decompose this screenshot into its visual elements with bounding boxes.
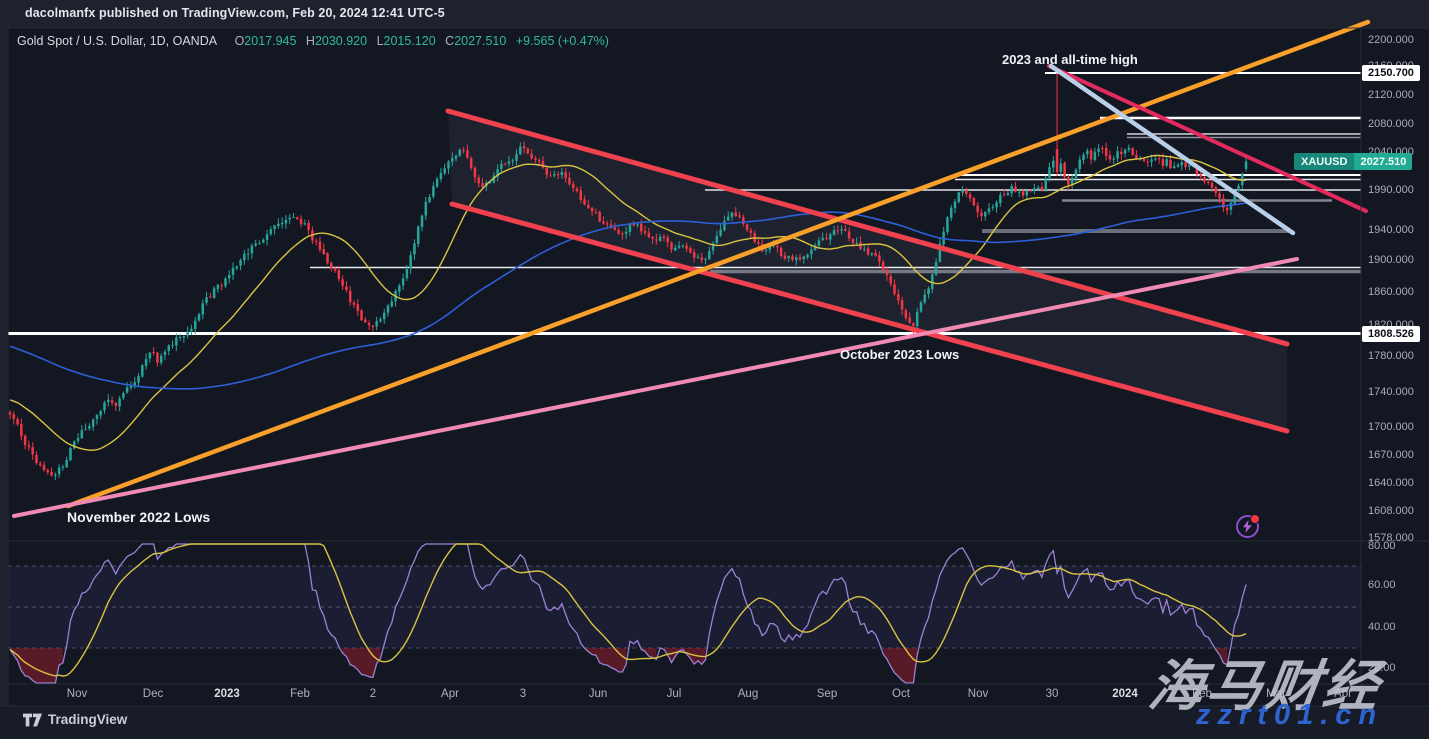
time-label: 2023 <box>214 688 240 700</box>
crimson-downtrend-line <box>1047 64 1368 213</box>
time-label: Oct <box>892 688 910 700</box>
price-tick: 1900.000 <box>1368 253 1414 266</box>
price-tick: 2200.000 <box>1368 33 1414 46</box>
price-tick: 1640.000 <box>1368 476 1414 489</box>
ma-slow-line <box>9 202 1247 390</box>
price-tick: 1860.000 <box>1368 285 1414 298</box>
time-label: Nov <box>967 688 989 700</box>
publish-text: dacolmanfx published on TradingView.com,… <box>25 6 445 20</box>
time-label: Jul <box>666 688 682 700</box>
notification-dot <box>1250 514 1260 524</box>
minor-uptrend-line <box>12 257 1299 518</box>
open-label: O <box>234 34 245 48</box>
time-label: Feb <box>1192 688 1212 700</box>
last-price-value: 2027.510 <box>1354 153 1413 170</box>
annotation-october-lows: October 2023 Lows <box>840 347 960 362</box>
symbol-ticker: XAUUSD <box>1294 153 1355 170</box>
price-tick: 2080.000 <box>1368 117 1414 130</box>
time-label: 30 <box>1045 688 1059 700</box>
time-label: Mar <box>1266 688 1286 700</box>
time-label: Aug <box>737 688 759 700</box>
low-label: L <box>376 34 384 48</box>
high-label: H <box>305 34 315 48</box>
horizontal-levels <box>8 72 1361 335</box>
symbol-legend[interactable]: Gold Spot / U.S. Dollar, 1D, OANDA O2017… <box>17 34 609 48</box>
last-price-badge: XAUUSD 2027.510 <box>1294 153 1413 170</box>
time-label: Nov <box>66 688 88 700</box>
annotation-november-lows: November 2022 Lows <box>67 509 211 525</box>
price-tick: 1940.000 <box>1368 223 1414 236</box>
low-value: 2015.120 <box>383 34 436 48</box>
open-value: 2017.945 <box>244 34 297 48</box>
tradingview-wordmark: TradingView <box>48 712 128 727</box>
rsi-tick: 60.00 <box>1368 578 1396 591</box>
time-label: Feb <box>290 688 310 700</box>
price-label-support: 1808.526 <box>1362 326 1420 342</box>
price-tick: 1990.000 <box>1368 183 1414 196</box>
price-tick: 1740.000 <box>1368 385 1414 398</box>
pale-blue-downtrend-line <box>1048 63 1296 236</box>
time-label: 2 <box>369 688 377 700</box>
time-label: 3 <box>519 688 527 700</box>
rsi-tick: 40.00 <box>1368 620 1396 633</box>
close-value: 2027.510 <box>454 34 507 48</box>
price-tick: 1608.000 <box>1368 504 1414 517</box>
rsi-pane-layer <box>9 543 1247 684</box>
price-tick: 1780.000 <box>1368 349 1414 362</box>
lightning-bolt-icon <box>1243 520 1252 533</box>
time-label: Sep <box>816 688 838 700</box>
candles-layer <box>8 73 1248 480</box>
channel-bottom-line <box>449 201 1290 434</box>
price-tick: 1700.000 <box>1368 420 1414 433</box>
rsi-ma-line <box>9 543 1247 677</box>
channel-top-line <box>445 108 1290 347</box>
rsi-tick: 20.00 <box>1368 661 1396 674</box>
rsi-band <box>8 566 1361 648</box>
time-label: 2024 <box>1112 688 1138 700</box>
trendlines-layer <box>12 19 1371 518</box>
major-uptrend-line <box>65 19 1371 509</box>
time-label: Apr <box>441 688 459 700</box>
ideas-flash-icon[interactable] <box>1236 514 1260 538</box>
price-tick: 1670.000 <box>1368 448 1414 461</box>
watermark-url: zzrt01.cn <box>1196 699 1384 731</box>
publish-bar: dacolmanfx published on TradingView.com,… <box>25 6 445 20</box>
symbol-title: Gold Spot / U.S. Dollar, 1D, OANDA <box>17 34 218 48</box>
time-label: Dec <box>142 688 164 700</box>
annotation-all-time-high: 2023 and all-time high <box>1002 52 1138 67</box>
tradingview-footer-logo[interactable]: TradingView <box>23 712 127 727</box>
rsi-tick: 80.00 <box>1368 539 1396 552</box>
time-label: Jun <box>588 688 608 700</box>
change-value: +9.565 (+0.47%) <box>515 34 609 48</box>
price-tick: 1578.000 <box>1368 531 1414 544</box>
high-value: 2030.920 <box>314 34 368 48</box>
ma-fast-line <box>9 154 1247 451</box>
tradingview-glyph-icon <box>23 713 42 726</box>
time-label: Apr <box>1334 688 1352 700</box>
close-label: C <box>445 34 455 48</box>
price-label-ath: 2150.700 <box>1362 65 1420 81</box>
price-tick: 2120.000 <box>1368 88 1414 101</box>
